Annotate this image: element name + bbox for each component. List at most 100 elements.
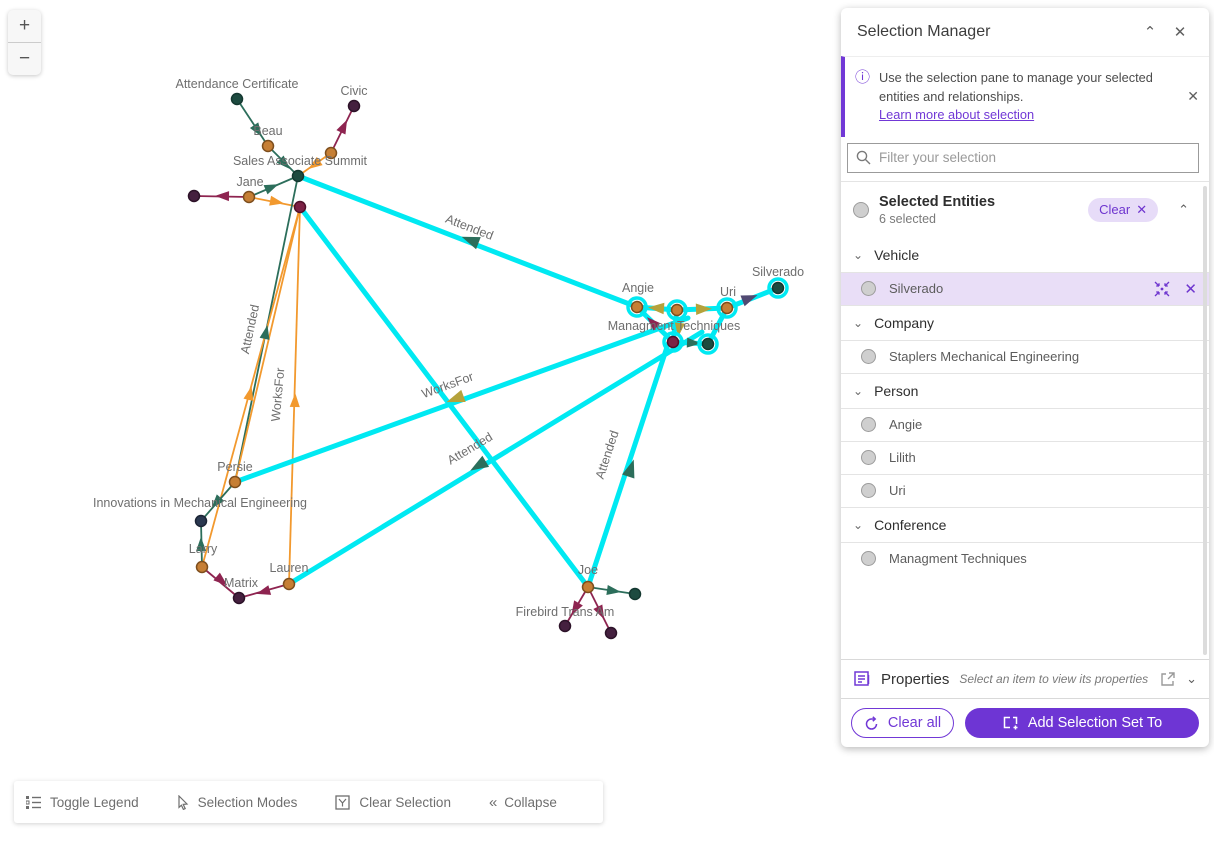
entity-group-header[interactable]: ⌄ Person xyxy=(841,372,1209,408)
edge-arrowhead-icon xyxy=(213,572,228,586)
zoom-to-selection-icon[interactable] xyxy=(1154,281,1170,297)
filter-input[interactable] xyxy=(879,150,1190,166)
graph-edge[interactable] xyxy=(236,98,269,147)
edge-arrowhead-icon xyxy=(276,155,290,169)
selected-entities-collapse-icon[interactable]: ⌃ xyxy=(1178,201,1189,217)
collapse-label: Collapse xyxy=(504,794,557,810)
graph-node[interactable] xyxy=(628,587,642,601)
chevron-down-icon[interactable]: ⌄ xyxy=(853,315,864,330)
graph-node[interactable] xyxy=(228,475,242,489)
graph-node[interactable] xyxy=(324,146,338,160)
graph-node[interactable] xyxy=(630,300,644,314)
graph-edge-selected[interactable] xyxy=(585,341,671,590)
info-icon: ⓘ xyxy=(855,69,871,86)
panel-title: Selection Manager xyxy=(857,23,991,40)
graph-edge-selected[interactable] xyxy=(705,305,730,347)
graph-node[interactable] xyxy=(771,281,785,295)
selected-entities-title: Selected Entities xyxy=(879,193,996,210)
selection-list[interactable]: Selected Entities 6 selected Clear ✕ ⌃ ⌄… xyxy=(841,180,1209,659)
graph-node[interactable] xyxy=(347,99,361,113)
edge-arrowhead-icon xyxy=(336,119,348,135)
entity-row-label: Staplers Mechanical Engineering xyxy=(889,349,1080,365)
graph-node[interactable] xyxy=(558,619,572,633)
info-close-button[interactable]: ✕ xyxy=(1187,88,1199,105)
graph-node[interactable] xyxy=(581,580,595,594)
zoom-in-button[interactable]: + xyxy=(8,10,41,42)
graph-node[interactable] xyxy=(230,92,244,106)
zoom-out-button[interactable]: − xyxy=(8,43,41,75)
properties-hint: Select an item to view its properties xyxy=(959,672,1149,686)
entity-row[interactable]: Lilith xyxy=(841,440,1209,474)
entity-row[interactable]: Staplers Mechanical Engineering xyxy=(841,339,1209,373)
node-label: Joe xyxy=(578,563,598,577)
learn-more-link[interactable]: Learn more about selection xyxy=(879,107,1035,123)
graph-toolbar: Toggle Legend Selection Modes Clear Sele… xyxy=(14,781,603,823)
chevron-down-icon[interactable]: ⌄ xyxy=(853,517,864,532)
add-selection-set-button[interactable]: Add Selection Set To xyxy=(965,708,1199,738)
toggle-legend-button[interactable]: Toggle Legend xyxy=(26,795,139,810)
toggle-legend-label: Toggle Legend xyxy=(50,794,139,810)
graph-node[interactable] xyxy=(291,169,305,183)
selection-modes-label: Selection Modes xyxy=(197,794,298,810)
clear-selection-label: Clear Selection xyxy=(359,794,451,810)
graph-node[interactable] xyxy=(282,577,296,591)
zoom-divider xyxy=(8,42,41,43)
node-selection-ring xyxy=(666,299,688,321)
edge-arrowhead-icon xyxy=(606,585,621,596)
cursor-icon xyxy=(177,794,188,810)
clear-all-button[interactable]: Clear all xyxy=(851,708,954,738)
open-external-icon[interactable] xyxy=(1160,671,1176,687)
entity-dot-icon xyxy=(861,349,876,365)
entity-row[interactable]: Silverado ✕ xyxy=(841,271,1209,305)
properties-icon xyxy=(854,671,870,686)
properties-bar[interactable]: Properties Select an item to view its pr… xyxy=(841,659,1209,698)
node-selection-ring xyxy=(662,331,684,353)
edge-arrowhead-icon xyxy=(571,600,583,616)
entity-row[interactable]: Angie xyxy=(841,407,1209,441)
panel-collapse-button[interactable]: ⌃ xyxy=(1135,17,1165,47)
properties-expand-icon[interactable]: ⌄ xyxy=(1186,671,1197,686)
entity-row[interactable]: Uri xyxy=(841,473,1209,507)
panel-scrollbar[interactable] xyxy=(1203,185,1207,655)
clear-selection-button[interactable]: Clear Selection xyxy=(335,795,451,810)
panel-footer: Clear all Add Selection Set To xyxy=(841,698,1209,747)
info-banner: ⓘ Use the selection pane to manage your … xyxy=(841,56,1209,137)
selection-modes-button[interactable]: Selection Modes xyxy=(177,794,298,810)
node-label: Uri xyxy=(720,285,736,299)
node-label: Jane xyxy=(236,175,263,189)
panel-close-button[interactable]: ✕ xyxy=(1165,17,1195,47)
graph-node[interactable] xyxy=(195,560,209,574)
graph-node[interactable] xyxy=(242,190,256,204)
graph-node[interactable] xyxy=(670,303,684,317)
collapse-button[interactable]: « Collapse xyxy=(489,794,557,811)
graph-node[interactable] xyxy=(194,514,208,528)
entity-dot-icon xyxy=(861,450,876,466)
zoom-control: + − xyxy=(8,10,41,75)
entity-group-header[interactable]: ⌄ Conference xyxy=(841,506,1209,542)
node-label: Lauren xyxy=(270,561,309,575)
graph-edge[interactable] xyxy=(201,206,301,568)
graph-node[interactable] xyxy=(187,189,201,203)
entity-group-header[interactable]: ⌄ Company xyxy=(841,304,1209,340)
node-label: Larry xyxy=(189,542,218,556)
clear-entities-chip[interactable]: Clear ✕ xyxy=(1088,197,1159,222)
graph-node[interactable] xyxy=(604,626,618,640)
entity-row[interactable]: Managment Techniques xyxy=(841,541,1209,575)
entities-dot-icon xyxy=(853,201,869,218)
graph-edge[interactable] xyxy=(234,206,301,483)
remove-entity-button[interactable]: ✕ xyxy=(1184,280,1197,298)
graph-node[interactable] xyxy=(666,335,680,349)
graph-edge-selected[interactable] xyxy=(286,329,705,587)
graph-node[interactable] xyxy=(261,139,275,153)
edge-arrowhead-icon xyxy=(622,459,635,479)
graph-node[interactable] xyxy=(293,200,307,214)
graph-node[interactable] xyxy=(701,337,715,351)
entity-group-header[interactable]: ⌄ Vehicle xyxy=(841,238,1209,272)
graph-node[interactable] xyxy=(232,591,246,605)
chevron-down-icon[interactable]: ⌄ xyxy=(853,383,864,398)
chevron-down-icon[interactable]: ⌄ xyxy=(853,247,864,262)
graph-node[interactable] xyxy=(720,301,734,315)
graph-edge-selected[interactable] xyxy=(297,204,591,590)
